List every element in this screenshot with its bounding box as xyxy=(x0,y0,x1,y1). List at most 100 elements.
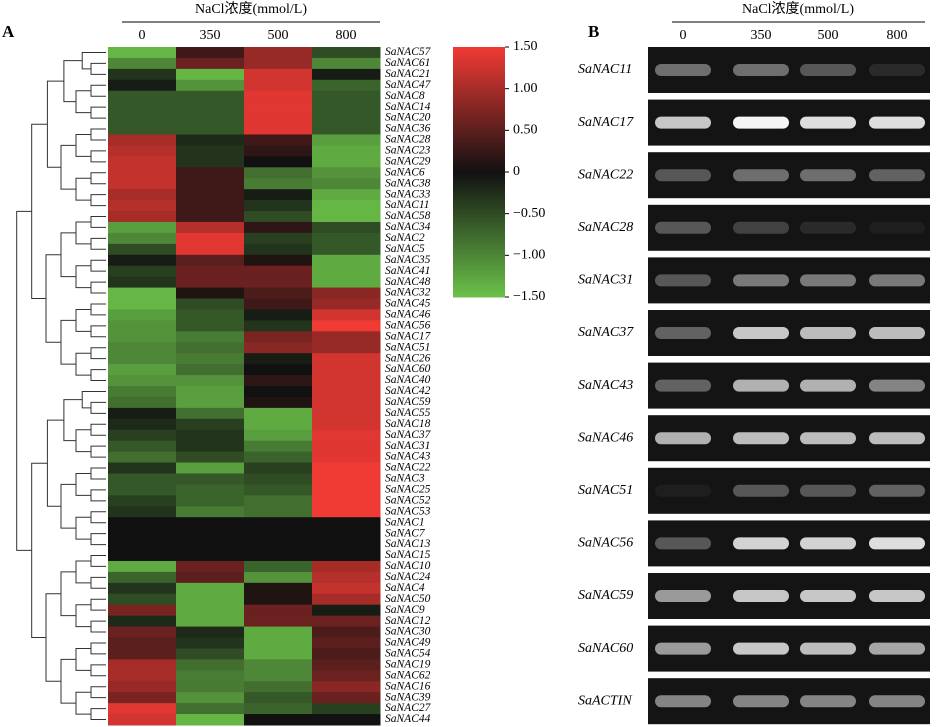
heat-cell xyxy=(312,495,381,507)
heat-cell xyxy=(108,353,177,365)
heat-cell xyxy=(312,101,381,114)
heat-cell xyxy=(108,451,177,464)
heat-cell xyxy=(108,57,177,70)
band xyxy=(869,695,925,708)
band xyxy=(655,64,711,76)
heat-cell xyxy=(244,178,313,190)
colorbar-step xyxy=(453,292,505,295)
heat-cell xyxy=(108,386,177,398)
heat-cell xyxy=(244,714,313,726)
band xyxy=(869,274,925,287)
colorbar-step xyxy=(453,224,505,228)
colorbar-step xyxy=(453,74,505,78)
heat-cell xyxy=(176,714,245,726)
colorbar-step xyxy=(453,244,505,248)
heat-cell xyxy=(244,243,313,256)
heat-cell xyxy=(176,57,245,70)
dendrogram xyxy=(90,686,106,699)
heat-cell xyxy=(244,353,313,365)
colorbar-step xyxy=(453,147,505,150)
band xyxy=(869,327,925,339)
heat-cell xyxy=(312,112,381,125)
heat-cell xyxy=(244,670,313,682)
heat-cell xyxy=(244,265,313,278)
colorbar-step xyxy=(453,264,505,268)
dendrogram xyxy=(75,133,91,157)
heat-cell xyxy=(312,47,381,59)
colorbar-step xyxy=(453,209,505,213)
colorbar-step xyxy=(453,232,505,235)
heat-cell xyxy=(244,156,313,168)
row-label: SaNAC59 xyxy=(385,396,431,408)
heat-cell xyxy=(312,418,381,431)
colorbar-step xyxy=(453,87,505,90)
row-label: SaNAC17 xyxy=(385,330,432,342)
heat-cell xyxy=(244,418,313,431)
colorbar-step xyxy=(453,142,505,145)
dendrogram xyxy=(90,62,106,75)
heat-cell xyxy=(176,221,245,234)
heat-cell xyxy=(312,407,381,420)
row-label: SaNAC15 xyxy=(385,549,431,561)
heat-cell xyxy=(108,145,177,157)
heat-cell xyxy=(176,473,245,485)
heat-cell xyxy=(244,342,313,354)
band xyxy=(800,537,856,550)
colorbar-step xyxy=(453,169,505,173)
heat-cell xyxy=(176,156,245,168)
dendrogram xyxy=(90,489,106,502)
heat-cell xyxy=(312,353,381,365)
colorbar-step xyxy=(453,69,505,73)
column-label: 350 xyxy=(751,28,772,43)
row-label: SaNAC7 xyxy=(385,527,426,539)
dendrogram xyxy=(75,429,91,453)
band xyxy=(800,169,856,182)
heat-cell xyxy=(244,211,313,223)
heat-cell xyxy=(176,79,245,92)
row-label: SaNAC2 xyxy=(385,232,425,244)
heat-cell xyxy=(176,429,245,442)
colorbar-step xyxy=(453,279,505,283)
heat-cell xyxy=(244,254,313,267)
row-label: SaNAC4 xyxy=(385,582,425,594)
gene-label: SaNAC28 xyxy=(578,220,633,235)
heat-cell xyxy=(312,134,381,146)
row-label: SaNAC5 xyxy=(385,243,425,255)
heat-cell xyxy=(176,506,245,518)
heat-cell xyxy=(244,145,313,157)
band xyxy=(733,327,789,339)
heat-cell xyxy=(176,451,245,464)
heat-cell xyxy=(244,593,313,606)
heat-cell xyxy=(176,167,245,179)
heat-cell xyxy=(176,560,245,573)
band xyxy=(869,64,925,76)
heat-cell xyxy=(176,309,245,321)
dendrogram xyxy=(75,604,91,628)
heat-cell xyxy=(176,189,245,201)
band xyxy=(655,221,711,234)
heat-cell xyxy=(108,79,177,92)
heat-cell xyxy=(108,604,177,617)
band xyxy=(655,327,711,339)
colorbar-step xyxy=(453,124,505,128)
heat-cell xyxy=(312,571,381,584)
heat-cell xyxy=(244,692,313,704)
heat-cell xyxy=(244,386,313,398)
heat-cell xyxy=(176,123,245,135)
heat-cell xyxy=(108,375,177,387)
heat-cell xyxy=(244,648,313,660)
row-label: SaNAC38 xyxy=(385,177,431,189)
colorbar-step xyxy=(453,194,505,198)
colorbar-step xyxy=(453,259,505,263)
heat-cell xyxy=(244,47,313,59)
heat-cell xyxy=(312,243,381,256)
band xyxy=(733,116,789,129)
heat-cell xyxy=(108,659,177,671)
colorbar-step xyxy=(453,59,505,63)
row-label: SaNAC36 xyxy=(385,123,431,135)
dendrogram xyxy=(16,210,32,551)
heat-cell xyxy=(176,298,245,310)
colorbar-step xyxy=(453,99,505,103)
heat-cell xyxy=(176,495,245,507)
row-label: SaNAC21 xyxy=(385,68,430,80)
